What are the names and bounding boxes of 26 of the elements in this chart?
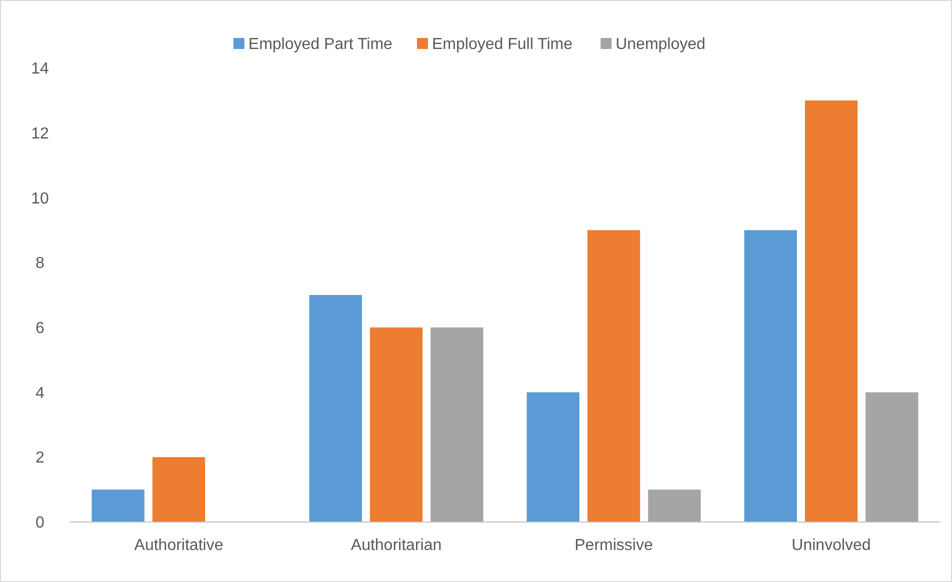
bar bbox=[526, 392, 580, 522]
bar bbox=[744, 230, 797, 522]
y-tick-label: 2 bbox=[36, 450, 45, 467]
bar bbox=[430, 327, 484, 522]
x-tick-label: Authoritative bbox=[134, 537, 224, 554]
legend-label: Employed Part Time bbox=[248, 36, 393, 53]
bar bbox=[152, 457, 206, 522]
bar bbox=[648, 490, 701, 522]
legend-label: Employed Full Time bbox=[432, 36, 573, 53]
bar bbox=[804, 100, 858, 522]
x-tick-label: Uninvolved bbox=[792, 537, 871, 554]
legend-label: Unemployed bbox=[616, 36, 706, 53]
y-tick-label: 0 bbox=[36, 514, 45, 532]
y-tick-label: 10 bbox=[31, 190, 49, 208]
bar bbox=[92, 490, 144, 522]
x-tick-label: Authoritarian bbox=[350, 537, 442, 554]
bar bbox=[309, 295, 362, 522]
y-tick-label: 12 bbox=[31, 125, 49, 142]
y-tick-label: 14 bbox=[31, 60, 49, 78]
y-tick-label: 6 bbox=[36, 320, 45, 338]
bar bbox=[370, 327, 423, 522]
y-tick-label: 8 bbox=[36, 255, 45, 272]
bar bbox=[587, 230, 640, 522]
bar bbox=[866, 392, 918, 522]
y-tick-label: 4 bbox=[36, 384, 45, 402]
x-tick-label: Permissive bbox=[574, 537, 653, 554]
